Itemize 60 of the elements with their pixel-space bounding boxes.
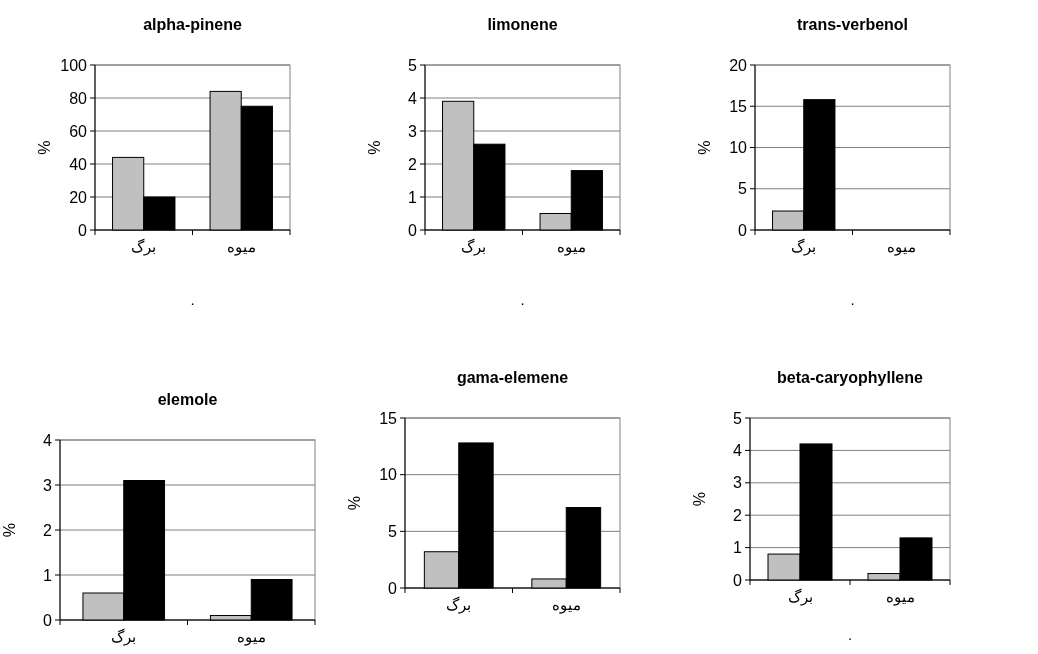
y-tick-label: 1	[43, 566, 53, 584]
chart-title: gama-elemene	[456, 369, 569, 386]
x-tick-label: میوه	[885, 588, 915, 606]
y-tick-label: 0	[78, 221, 88, 239]
y-tick-label: 20	[729, 56, 748, 74]
x-tick-label: میوه	[886, 238, 916, 256]
x-tick-label: برگ	[131, 238, 157, 256]
y-tick-label: 100	[60, 56, 88, 74]
y-tick-label: 5	[408, 56, 418, 74]
y-tick-label: 0	[43, 611, 53, 629]
x-tick-label: برگ	[446, 596, 472, 614]
y-tick-label: 0	[733, 571, 743, 589]
y-tick-label: 3	[408, 122, 418, 140]
y-tick-label: 5	[738, 180, 748, 198]
text: .	[847, 626, 853, 643]
y-tick-label: 10	[729, 139, 748, 156]
y-tick-label: 5	[733, 409, 743, 427]
text: .	[520, 291, 525, 308]
y-tick-label: 5	[388, 522, 398, 540]
y-tick-label: 2	[733, 506, 743, 524]
y-tick-label: 1	[408, 188, 418, 206]
y-tick-label: 4	[733, 441, 743, 459]
y-axis-title: %	[346, 495, 363, 511]
chart-title: limonene	[487, 16, 558, 33]
y-tick-label: 4	[408, 89, 418, 107]
y-axis-title: %	[1, 522, 18, 538]
y-tick-label: 20	[69, 188, 88, 206]
chart-title: beta-caryophyllene	[777, 369, 924, 386]
y-tick-label: 4	[43, 431, 53, 449]
y-tick-label: 0	[388, 579, 398, 597]
y-axis-title: %	[36, 140, 53, 155]
x-tick-label: میوه	[556, 238, 586, 256]
text: .	[850, 291, 855, 308]
x-tick-label: برگ	[791, 238, 817, 256]
y-tick-label: 15	[379, 409, 398, 427]
y-tick-label: 3	[733, 474, 743, 492]
x-tick-label: برگ	[787, 588, 813, 606]
x-tick-label: میوه	[236, 628, 266, 646]
y-tick-label: 2	[43, 521, 53, 539]
text: .	[190, 291, 195, 308]
x-tick-label: برگ	[461, 238, 487, 256]
chart-title: alpha-pinene	[143, 16, 242, 33]
y-tick-label: 60	[69, 122, 88, 140]
y-axis-title: %	[691, 491, 708, 507]
y-tick-label: 10	[379, 466, 398, 484]
y-tick-label: 40	[69, 155, 88, 173]
y-tick-label: 15	[729, 97, 748, 115]
chart-title: elemole	[157, 391, 218, 408]
y-tick-label: 2	[408, 155, 418, 173]
chart-title: trans-verbenol	[796, 16, 909, 33]
y-tick-label: 0	[738, 221, 748, 239]
y-axis-title: %	[696, 140, 713, 155]
y-tick-label: 0	[408, 221, 418, 239]
x-tick-label: میوه	[226, 238, 256, 256]
y-tick-label: 1	[733, 539, 743, 557]
x-tick-label: میوه	[551, 596, 581, 614]
y-tick-label: 3	[43, 476, 53, 494]
y-axis-title: %	[366, 140, 383, 155]
x-tick-label: برگ	[111, 628, 137, 646]
y-tick-label: 80	[69, 89, 88, 107]
